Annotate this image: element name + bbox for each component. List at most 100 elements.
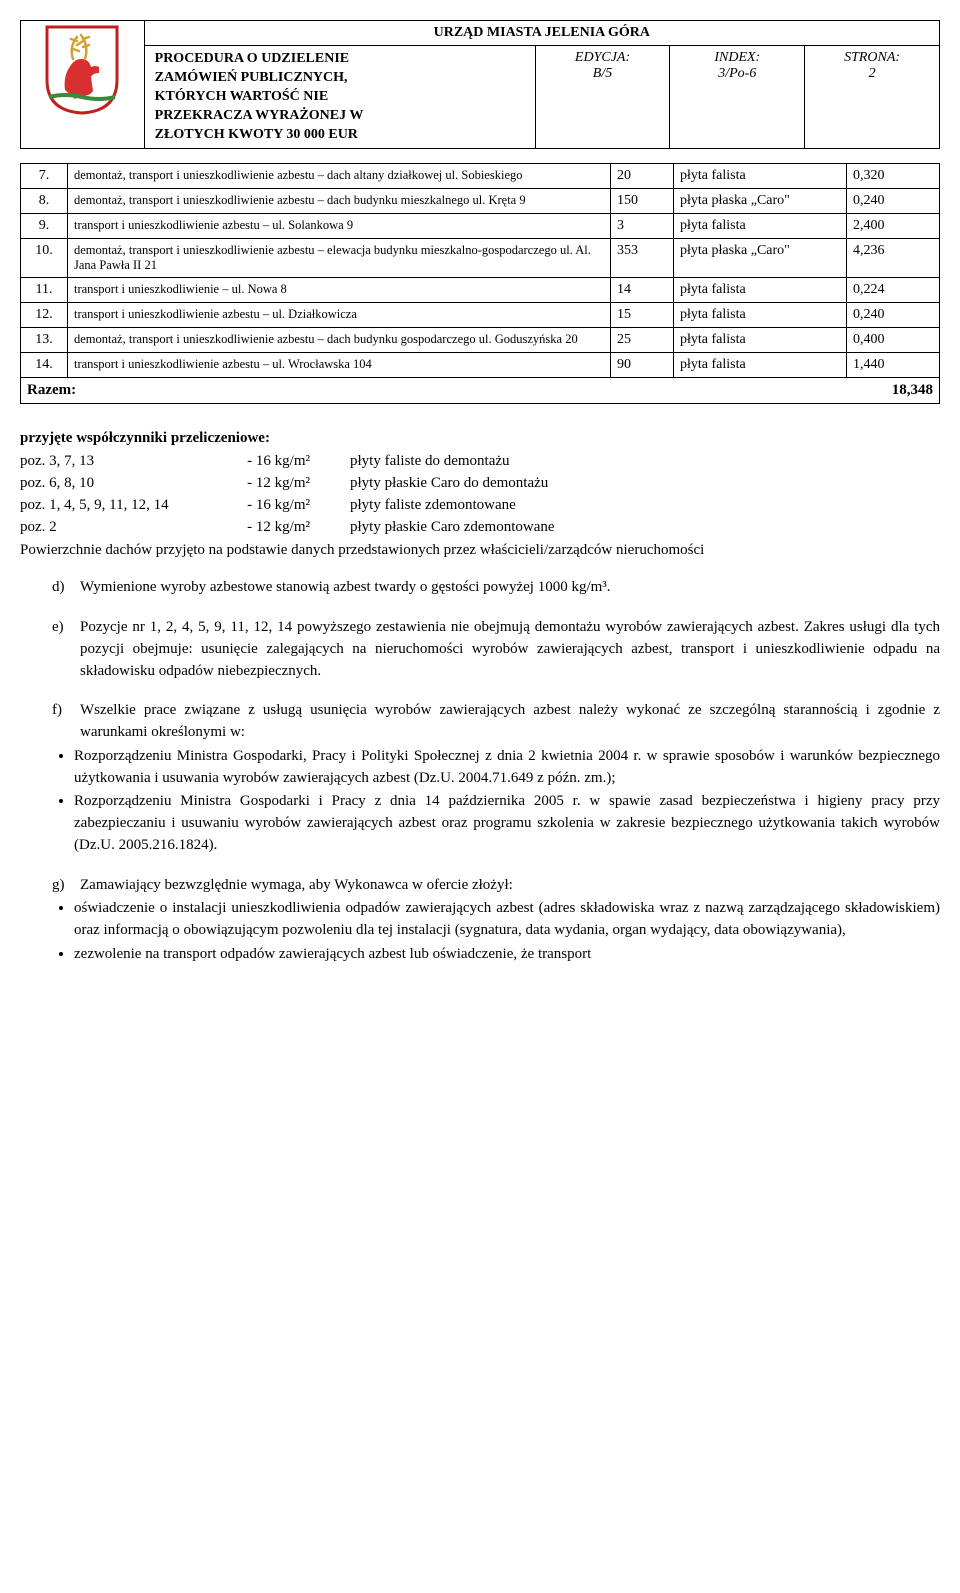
coeff-rest: płyty faliste zdemontowane <box>350 495 940 517</box>
razem-value: 18,348 <box>847 378 940 404</box>
g-bullet: zezwolenie na transport odpadów zawieraj… <box>74 944 940 966</box>
table-row: 13.demontaż, transport i unieszkodliwien… <box>21 328 940 353</box>
row-v3: 0,400 <box>847 328 940 353</box>
row-v2: płyta płaska „Caro" <box>674 239 847 278</box>
row-v1: 3 <box>611 214 674 239</box>
row-desc: transport i unieszkodliwienie azbestu – … <box>68 353 611 378</box>
razem-row: Razem: 18,348 <box>21 378 940 404</box>
item-f: f)Wszelkie prace związane z usługą usuni… <box>52 700 940 856</box>
g-bullet: oświadczenie o instalacji unieszkodliwie… <box>74 898 940 942</box>
table-row: 11.transport i unieszkodliwienie – ul. N… <box>21 278 940 303</box>
coeff-line: poz. 6, 8, 10- 12 kg/m²płyty płaskie Car… <box>20 473 940 495</box>
row-desc: transport i unieszkodliwienie azbestu – … <box>68 214 611 239</box>
coeff-kg: - 16 kg/m² <box>190 451 350 473</box>
row-desc: transport i unieszkodliwienie azbestu – … <box>68 303 611 328</box>
strona-val: 2 <box>869 66 876 81</box>
header-edycja: EDYCJA: B/5 <box>535 46 670 149</box>
crest-icon <box>45 25 119 120</box>
header-table: URZĄD MIASTA JELENIA GÓRA PROCEDURA O UD… <box>20 20 940 149</box>
razem-label: Razem: <box>21 378 847 404</box>
coeff-poz: poz. 6, 8, 10 <box>20 473 190 495</box>
header-title: URZĄD MIASTA JELENIA GÓRA <box>144 21 939 46</box>
row-num: 7. <box>21 164 68 189</box>
row-v1: 353 <box>611 239 674 278</box>
strona-label: STRONA: <box>844 50 900 65</box>
row-v1: 25 <box>611 328 674 353</box>
row-desc: demontaż, transport i unieszkodliwienie … <box>68 328 611 353</box>
item-e: e)Pozycje nr 1, 2, 4, 5, 9, 11, 12, 14 p… <box>52 617 940 682</box>
coeff-para: Powierzchnie dachów przyjęto na podstawi… <box>20 540 940 561</box>
coeff-rest: płyty płaskie Caro zdemontowane <box>350 517 940 539</box>
row-v1: 150 <box>611 189 674 214</box>
item-f-text: Wszelkie prace związane z usługą usunięc… <box>80 702 940 740</box>
letter-list: d)Wymienione wyroby azbestowe stanowią a… <box>52 577 940 965</box>
coeff-heading: przyjęte współczynniki przeliczeniowe: <box>20 430 940 447</box>
table-row: 12.transport i unieszkodliwienie azbestu… <box>21 303 940 328</box>
coeff-poz: poz. 2 <box>20 517 190 539</box>
row-v2: płyta falista <box>674 278 847 303</box>
row-v3: 0,320 <box>847 164 940 189</box>
row-desc: demontaż, transport i unieszkodliwienie … <box>68 189 611 214</box>
header-strona: STRONA: 2 <box>805 46 940 149</box>
row-num: 10. <box>21 239 68 278</box>
row-v2: płyta falista <box>674 164 847 189</box>
procedure-text: PROCEDURA O UDZIELENIE ZAMÓWIEŃ PUBLICZN… <box>155 51 364 142</box>
data-table: 7.demontaż, transport i unieszkodliwieni… <box>20 163 940 404</box>
g-bullets: oświadczenie o instalacji unieszkodliwie… <box>80 898 940 965</box>
table-row: 8.demontaż, transport i unieszkodliwieni… <box>21 189 940 214</box>
row-desc: transport i unieszkodliwienie – ul. Nowa… <box>68 278 611 303</box>
row-v3: 1,440 <box>847 353 940 378</box>
row-v2: płyta falista <box>674 214 847 239</box>
row-v3: 0,240 <box>847 189 940 214</box>
row-v1: 14 <box>611 278 674 303</box>
coeff-kg: - 16 kg/m² <box>190 495 350 517</box>
header-procedure: PROCEDURA O UDZIELENIE ZAMÓWIEŃ PUBLICZN… <box>144 46 535 149</box>
row-v1: 20 <box>611 164 674 189</box>
row-v3: 0,240 <box>847 303 940 328</box>
edycja-val: B/5 <box>593 66 612 81</box>
item-g: g)Zamawiający bezwzględnie wymaga, aby W… <box>52 875 940 966</box>
row-v2: płyta falista <box>674 353 847 378</box>
coeff-lines: poz. 3, 7, 13- 16 kg/m²płyty faliste do … <box>20 451 940 538</box>
row-num: 14. <box>21 353 68 378</box>
header-index: INDEX: 3/Po-6 <box>670 46 805 149</box>
row-num: 8. <box>21 189 68 214</box>
crest-cell <box>21 21 145 149</box>
table-row: 7.demontaż, transport i unieszkodliwieni… <box>21 164 940 189</box>
table-row: 14.transport i unieszkodliwienie azbestu… <box>21 353 940 378</box>
f-bullet: Rozporządzeniu Ministra Gospodarki, Prac… <box>74 746 940 790</box>
row-v2: płyta falista <box>674 328 847 353</box>
edycja-label: EDYCJA: <box>575 50 630 65</box>
row-v3: 4,236 <box>847 239 940 278</box>
item-d: d)Wymienione wyroby azbestowe stanowią a… <box>52 577 940 599</box>
row-v3: 2,400 <box>847 214 940 239</box>
f-bullet: Rozporządzeniu Ministra Gospodarki i Pra… <box>74 791 940 856</box>
table-row: 10.demontaż, transport i unieszkodliwien… <box>21 239 940 278</box>
row-v1: 90 <box>611 353 674 378</box>
row-desc: demontaż, transport i unieszkodliwienie … <box>68 239 611 278</box>
coeff-poz: poz. 3, 7, 13 <box>20 451 190 473</box>
coeff-rest: płyty faliste do demontażu <box>350 451 940 473</box>
coeff-line: poz. 1, 4, 5, 9, 11, 12, 14- 16 kg/m²pły… <box>20 495 940 517</box>
coeff-kg: - 12 kg/m² <box>190 517 350 539</box>
row-v2: płyta płaska „Caro" <box>674 189 847 214</box>
row-num: 13. <box>21 328 68 353</box>
coeff-poz: poz. 1, 4, 5, 9, 11, 12, 14 <box>20 495 190 517</box>
coeff-kg: - 12 kg/m² <box>190 473 350 495</box>
row-num: 11. <box>21 278 68 303</box>
item-g-text: Zamawiający bezwzględnie wymaga, aby Wyk… <box>80 877 513 893</box>
table-row: 9.transport i unieszkodliwienie azbestu … <box>21 214 940 239</box>
coeff-line: poz. 2- 12 kg/m²płyty płaskie Caro zdemo… <box>20 517 940 539</box>
item-e-text: Pozycje nr 1, 2, 4, 5, 9, 11, 12, 14 pow… <box>80 619 940 679</box>
row-desc: demontaż, transport i unieszkodliwienie … <box>68 164 611 189</box>
row-num: 12. <box>21 303 68 328</box>
row-v3: 0,224 <box>847 278 940 303</box>
row-v1: 15 <box>611 303 674 328</box>
row-num: 9. <box>21 214 68 239</box>
coeff-line: poz. 3, 7, 13- 16 kg/m²płyty faliste do … <box>20 451 940 473</box>
row-v2: płyta falista <box>674 303 847 328</box>
index-label: INDEX: <box>714 50 760 65</box>
item-d-text: Wymienione wyroby azbestowe stanowią azb… <box>80 579 611 595</box>
f-bullets: Rozporządzeniu Ministra Gospodarki, Prac… <box>80 746 940 857</box>
coeff-rest: płyty płaskie Caro do demontażu <box>350 473 940 495</box>
